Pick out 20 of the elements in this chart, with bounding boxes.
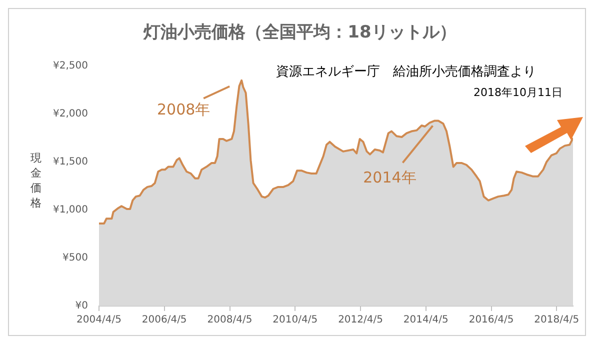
- y-tick-label: ¥1,000: [53, 204, 88, 216]
- y-axis-title: 現金価格: [30, 151, 42, 210]
- y-tick-label: ¥2,000: [53, 108, 88, 120]
- annotation: 2014年: [363, 168, 416, 187]
- y-tick-label: ¥1,500: [53, 156, 88, 168]
- y-tick-label: ¥500: [62, 252, 88, 264]
- x-tick-label: 2016/4/5: [468, 314, 514, 326]
- x-tick-label: 2004/4/5: [76, 314, 122, 326]
- x-tick-label: 2014/4/5: [403, 314, 448, 326]
- annotation: 2018年10月11日: [474, 86, 562, 99]
- x-tick-label: 2006/4/5: [142, 314, 187, 326]
- x-tick-label: 2010/4/5: [272, 314, 318, 326]
- x-tick-label: 2018/4/5: [534, 314, 580, 326]
- y-tick-label: ¥0: [75, 300, 88, 312]
- annotation: 2008年: [156, 100, 210, 118]
- chart-title: 灯油小売価格（全国平均：18リットル）: [142, 22, 456, 42]
- x-tick-label: 2012/4/5: [338, 314, 383, 326]
- y-tick-label: ¥2,500: [53, 60, 88, 72]
- annotation: 資源エネルギー庁 給油所小売価格調査より: [276, 63, 536, 80]
- x-tick-label: 2008/4/5: [207, 314, 252, 326]
